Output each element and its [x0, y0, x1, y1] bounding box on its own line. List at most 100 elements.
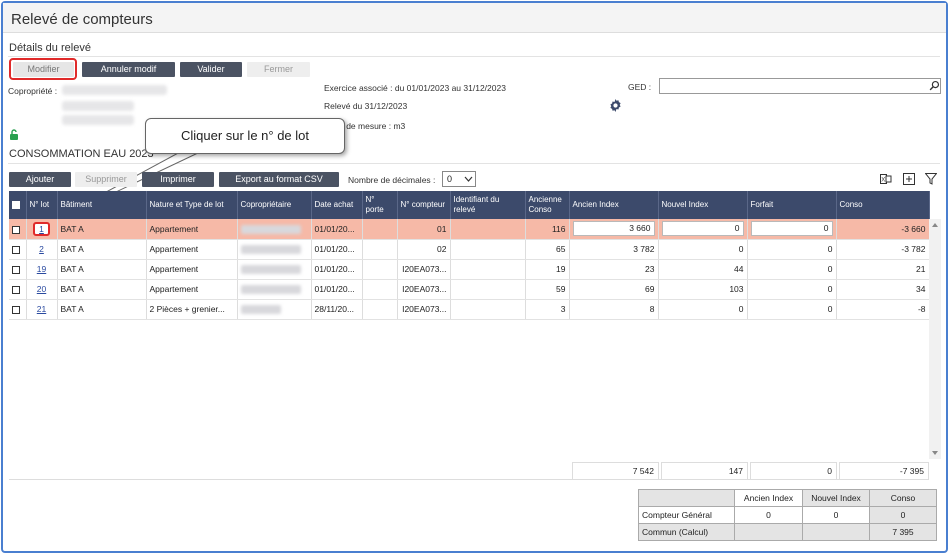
- nouv-index-cell[interactable]: 103: [658, 279, 748, 300]
- table-row[interactable]: 19 BAT A Appartement 01/01/20... I20EA07…: [9, 259, 930, 280]
- scroll-down-icon[interactable]: [932, 451, 938, 455]
- anc-conso-cell: 19: [525, 259, 570, 280]
- column-header[interactable]: Conso: [836, 191, 930, 219]
- forfait-cell[interactable]: 0: [747, 219, 837, 240]
- row-checkbox[interactable]: [12, 305, 20, 314]
- forfait-cell[interactable]: 0: [747, 239, 837, 260]
- ged-input[interactable]: [659, 78, 941, 94]
- annuler-modif-button[interactable]: Annuler modif: [82, 62, 175, 77]
- anc-index-input[interactable]: 3 660: [572, 221, 655, 237]
- summary-table: Ancien Index Nouvel Index Conso Compteur…: [638, 489, 937, 541]
- lot-cell[interactable]: 2: [26, 239, 58, 260]
- supprimer-button[interactable]: Supprimer: [75, 172, 137, 187]
- table-row[interactable]: 21 BAT A 2 Pièces + grenier... 28/11/20.…: [9, 299, 930, 320]
- lot-cell[interactable]: 19: [26, 259, 58, 280]
- valider-button[interactable]: Valider: [180, 62, 242, 77]
- lot-link[interactable]: 19: [36, 264, 47, 274]
- column-header[interactable]: Nouvel Index: [658, 191, 748, 219]
- forfait-cell[interactable]: 0: [747, 279, 837, 300]
- column-header[interactable]: Date achat: [311, 191, 363, 219]
- forfait-cell[interactable]: 0: [747, 299, 837, 320]
- search-icon[interactable]: [929, 80, 940, 91]
- nouv-index-cell[interactable]: 0: [658, 299, 748, 320]
- lot-link[interactable]: 21: [36, 304, 47, 314]
- lot-cell[interactable]: 1: [26, 219, 58, 240]
- summary-row: Compteur Général 0 0 0: [638, 506, 937, 524]
- lot-link[interactable]: 2: [39, 244, 44, 254]
- column-header[interactable]: N° lot: [26, 191, 58, 219]
- lot-link[interactable]: 20: [36, 284, 47, 294]
- table-row[interactable]: 2 BAT A Appartement 01/01/20... 02 65 3 …: [9, 239, 930, 260]
- lot-cell[interactable]: 21: [26, 299, 58, 320]
- consumption-table: N° lot Bâtiment Nature et Type de lot Co…: [9, 191, 930, 320]
- decimals-label: Nombre de décimales :: [348, 175, 436, 185]
- lot-cell[interactable]: 20: [26, 279, 58, 300]
- row-checkbox-cell[interactable]: [9, 219, 27, 240]
- excel-icon[interactable]: X: [880, 173, 892, 185]
- vertical-scrollbar[interactable]: [929, 219, 941, 459]
- summary-row: Commun (Calcul) 7 395: [638, 523, 937, 541]
- row-checkbox-cell[interactable]: [9, 259, 27, 280]
- column-header[interactable]: Forfait: [747, 191, 837, 219]
- decimals-value: 0: [447, 174, 453, 184]
- column-header[interactable]: Nature et Type de lot: [146, 191, 238, 219]
- gear-icon[interactable]: [609, 99, 622, 112]
- column-header[interactable]: Ancienne Conso: [525, 191, 570, 219]
- row-checkbox[interactable]: [12, 285, 20, 294]
- porte-cell: [362, 239, 398, 260]
- table-row[interactable]: 1 BAT A Appartement 01/01/20... 01 116 3…: [9, 219, 930, 240]
- summary-header-row: Ancien Index Nouvel Index Conso: [638, 489, 937, 507]
- row-checkbox-cell[interactable]: [9, 299, 27, 320]
- imprimer-button[interactable]: Imprimer: [142, 172, 214, 187]
- nouv-index-cell[interactable]: 44: [658, 259, 748, 280]
- column-header[interactable]: Bâtiment: [57, 191, 147, 219]
- row-checkbox[interactable]: [12, 225, 20, 234]
- row-checkbox[interactable]: [12, 265, 20, 274]
- summary-anc[interactable]: 0: [734, 506, 803, 524]
- lot-link[interactable]: 1: [33, 221, 50, 236]
- nouv-index-input[interactable]: 0: [661, 221, 744, 237]
- decimals-select[interactable]: 0: [442, 171, 476, 187]
- anc-index-cell[interactable]: 8: [569, 299, 659, 320]
- column-header[interactable]: N° compteur: [397, 191, 451, 219]
- column-header[interactable]: Copropriétaire: [237, 191, 312, 219]
- ident-cell: [450, 239, 526, 260]
- summary-nouv[interactable]: 0: [802, 506, 870, 524]
- anc-index-cell[interactable]: 3 782: [569, 239, 659, 260]
- summary-header: Conso: [869, 489, 937, 507]
- nouv-index-cell[interactable]: 0: [658, 239, 748, 260]
- row-checkbox-cell[interactable]: [9, 279, 27, 300]
- compteur-cell: I20EA073...: [397, 299, 451, 320]
- table-row[interactable]: 20 BAT A Appartement 01/01/20... I20EA07…: [9, 279, 930, 300]
- anc-index-cell[interactable]: 69: [569, 279, 659, 300]
- row-checkbox[interactable]: [12, 245, 20, 254]
- forfait-cell[interactable]: 0: [747, 259, 837, 280]
- divider: [8, 56, 940, 57]
- fermer-button[interactable]: Fermer: [247, 62, 310, 77]
- total-conso: -7 395: [839, 462, 929, 480]
- header-select-all[interactable]: [9, 191, 27, 219]
- export-csv-button[interactable]: Export au format CSV: [219, 172, 339, 187]
- column-header[interactable]: N° porte: [362, 191, 398, 219]
- modifier-button[interactable]: Modifier: [13, 62, 74, 77]
- anc-conso-cell: 59: [525, 279, 570, 300]
- row-checkbox-cell[interactable]: [9, 239, 27, 260]
- add-column-icon[interactable]: [903, 173, 915, 185]
- filter-icon[interactable]: [925, 173, 937, 185]
- column-header[interactable]: Ancien Index: [569, 191, 659, 219]
- nouv-index-cell[interactable]: 0: [658, 219, 748, 240]
- porte-cell: [362, 259, 398, 280]
- summary-anc: [734, 523, 803, 541]
- anc-index-cell[interactable]: 3 660: [569, 219, 659, 240]
- ajouter-button[interactable]: Ajouter: [9, 172, 71, 187]
- column-header[interactable]: Identifiant du relevé: [450, 191, 526, 219]
- table-header-row: N° lot Bâtiment Nature et Type de lot Co…: [9, 191, 930, 219]
- scroll-up-icon[interactable]: [932, 223, 938, 227]
- batiment-cell: BAT A: [57, 219, 147, 240]
- anc-index-cell[interactable]: 23: [569, 259, 659, 280]
- select-all-checkbox[interactable]: [12, 200, 20, 209]
- summary-corner: [638, 489, 735, 507]
- redacted-owner: [240, 245, 301, 255]
- forfait-input[interactable]: 0: [750, 221, 833, 237]
